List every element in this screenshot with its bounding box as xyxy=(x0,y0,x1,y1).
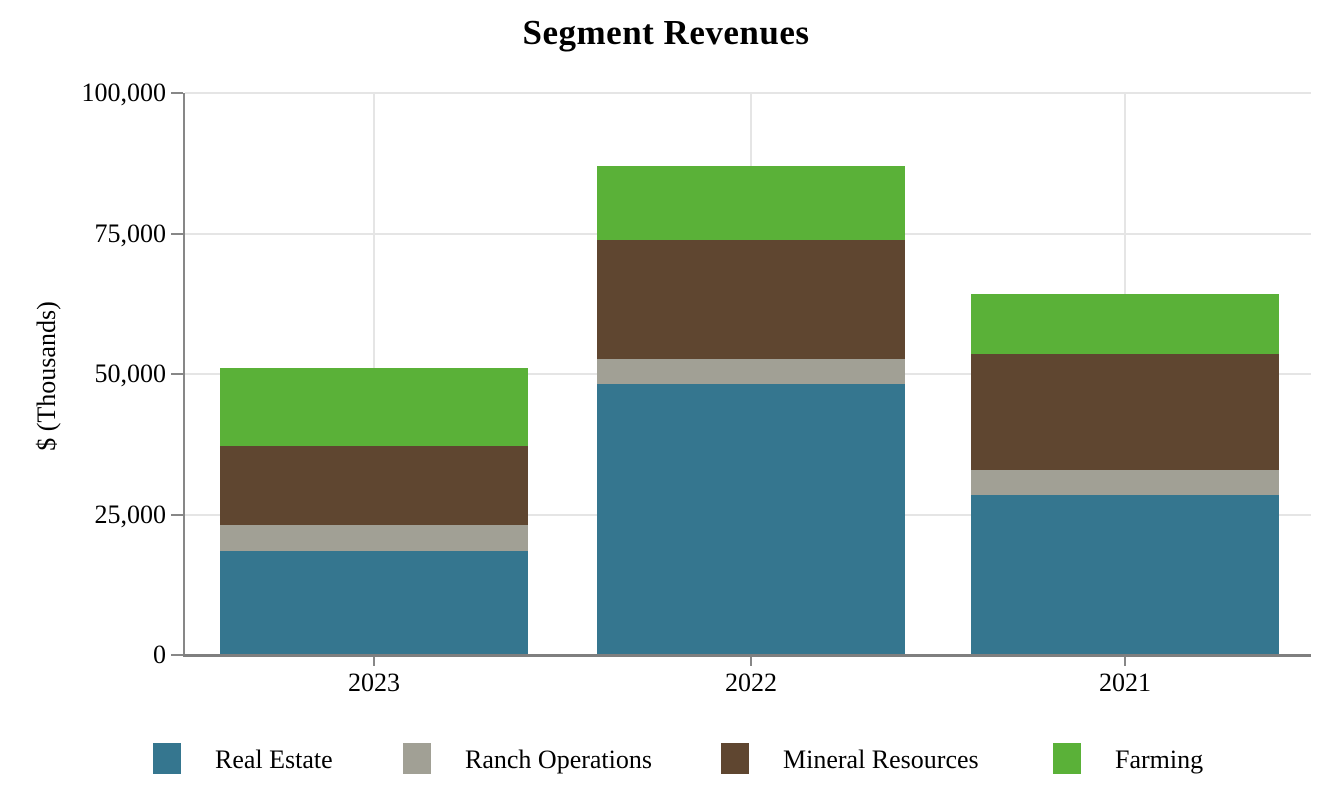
legend-label-mineral-resources: Mineral Resources xyxy=(783,745,979,774)
x-tick-label-2023: 2023 xyxy=(348,668,400,697)
y-tick-0 xyxy=(171,654,183,656)
bar-segment-mineral-resources-2021 xyxy=(971,353,1279,471)
bar-segment-farming-2023 xyxy=(220,367,528,446)
chart-title: Segment Revenues xyxy=(522,13,810,52)
bar-segment-farming-2021 xyxy=(971,293,1279,354)
bar-segment-real-estate-2021 xyxy=(971,494,1279,655)
plot-area xyxy=(185,92,1311,655)
legend-label-farming: Farming xyxy=(1115,745,1204,774)
legend-label-ranch-operations: Ranch Operations xyxy=(465,745,653,774)
legend-swatch-ranch-operations xyxy=(403,743,431,774)
bar-segment-real-estate-2023 xyxy=(220,551,528,655)
x-tick-2022 xyxy=(750,657,752,666)
y-tick-label-75000: 75,000 xyxy=(94,218,167,248)
bar-2022 xyxy=(597,93,905,655)
legend-swatch-farming xyxy=(1053,743,1081,774)
bar-segment-real-estate-2022 xyxy=(597,384,905,655)
bar-segment-mineral-resources-2022 xyxy=(597,239,905,360)
legend: Real Estate Ranch Operations Mineral Resou… xyxy=(0,743,1332,775)
x-tick-2021 xyxy=(1124,657,1126,666)
bar-segment-ranch-operations-2021 xyxy=(971,470,1279,495)
bar-segment-ranch-operations-2022 xyxy=(597,359,905,385)
legend-swatch-mineral-resources xyxy=(721,743,749,774)
y-tick-label-25000: 25,000 xyxy=(94,499,167,529)
y-tick-25000 xyxy=(171,513,183,516)
y-tick-50000 xyxy=(171,373,183,375)
x-tick-label-2021: 2021 xyxy=(1099,668,1151,697)
x-tick-label-2022: 2022 xyxy=(725,668,777,697)
bar-segment-ranch-operations-2023 xyxy=(220,525,528,552)
gridline-horizontal-100000 xyxy=(185,92,1311,94)
y-tick-label-0: 0 xyxy=(153,640,166,669)
bar-segment-mineral-resources-2023 xyxy=(220,445,528,526)
y-tick-75000 xyxy=(171,232,183,235)
y-axis-line xyxy=(183,93,185,657)
bar-2021 xyxy=(971,93,1279,655)
legend-label-real-estate: Real Estate xyxy=(215,745,333,774)
y-tick-label-50000: 50,000 xyxy=(94,359,167,388)
y-tick-100000 xyxy=(171,92,183,94)
x-axis-line xyxy=(183,654,1311,657)
legend-swatch-real-estate xyxy=(153,743,181,774)
bar-segment-farming-2022 xyxy=(597,166,905,240)
x-tick-2023 xyxy=(373,657,375,666)
y-tick-label-100000: 100,000 xyxy=(81,78,167,107)
bar-2023 xyxy=(220,93,528,655)
